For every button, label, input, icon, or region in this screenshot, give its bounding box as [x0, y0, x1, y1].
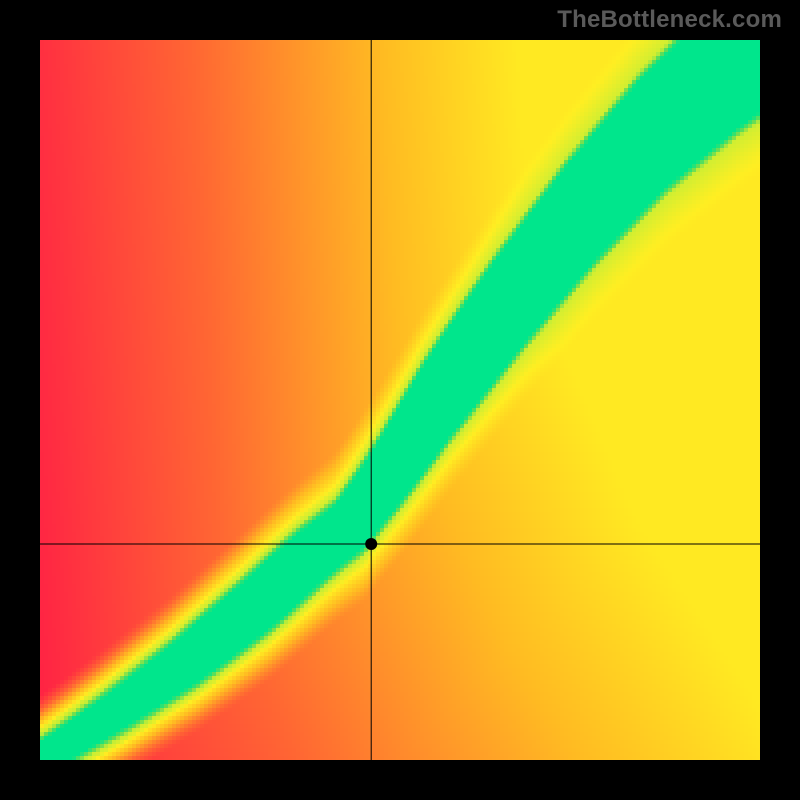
bottleneck-heatmap	[40, 40, 760, 760]
watermark-text: TheBottleneck.com	[557, 6, 782, 34]
stage: TheBottleneck.com	[0, 0, 800, 800]
